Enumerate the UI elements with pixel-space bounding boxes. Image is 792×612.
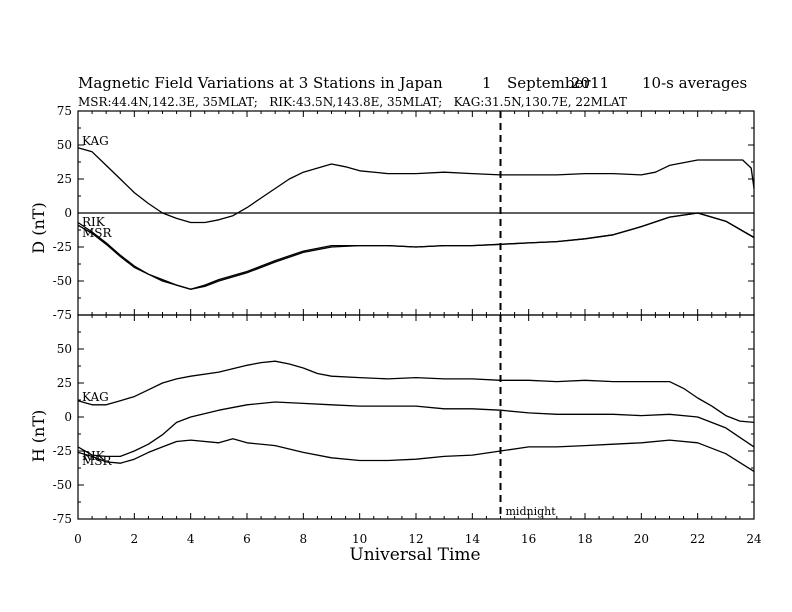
series-line-msr <box>77 212 755 290</box>
series-label-rik: RIK <box>82 215 106 229</box>
x-tick-label: 10 <box>352 532 367 546</box>
x-tick-label: 22 <box>690 532 705 546</box>
series-line-kag <box>77 360 755 424</box>
y-tick-label: 25 <box>57 172 72 186</box>
x-tick-label: 0 <box>74 532 82 546</box>
x-axis-label: Universal Time <box>349 545 480 565</box>
x-tick-label: 4 <box>187 532 195 546</box>
y-tick-label: -25 <box>53 444 72 458</box>
series-label-kag: KAG <box>82 390 109 404</box>
y-tick-label: 0 <box>64 206 72 220</box>
x-tick-label: 2 <box>131 532 139 546</box>
y-tick-label: -75 <box>53 512 72 526</box>
chart-title: Magnetic Field Variations at 3 Stations … <box>78 74 443 92</box>
x-tick-label: 14 <box>465 532 481 546</box>
y-tick-label: -50 <box>53 478 72 492</box>
y-axis-label-h: H (nT) <box>29 410 48 463</box>
series-label-msr: MSR <box>82 226 113 240</box>
chart-date-year: 2011 <box>571 74 609 92</box>
series-line-msr <box>77 438 755 472</box>
series-label-msr: MSR <box>82 454 113 468</box>
y-tick-label: -75 <box>53 308 72 322</box>
y-tick-label: 50 <box>57 342 72 356</box>
x-tick-label: 12 <box>408 532 423 546</box>
series-label-kag: KAG <box>82 134 109 148</box>
series-line-rik <box>77 212 755 290</box>
midnight-annotation: midnight <box>506 505 557 518</box>
y-axis-label-d: D (nT) <box>29 202 48 253</box>
x-tick-label: 8 <box>300 532 308 546</box>
y-tick-label: 25 <box>57 376 72 390</box>
x-tick-label: 16 <box>521 532 536 546</box>
series-line-rik <box>77 401 755 458</box>
x-tick-label: 24 <box>746 532 762 546</box>
y-tick-label: 50 <box>57 138 72 152</box>
x-tick-label: 18 <box>577 532 592 546</box>
plot-frame <box>77 314 755 520</box>
chart-date-day: 1 <box>482 74 492 92</box>
y-tick-label: 0 <box>64 410 72 424</box>
y-tick-label: -50 <box>53 274 72 288</box>
chart-subtitle: MSR:44.4N,142.3E, 35MLAT; RIK:43.5N,143.… <box>78 95 627 109</box>
y-tick-label: 75 <box>57 104 72 118</box>
chart-averaging: 10-s averages <box>642 74 747 92</box>
chart-date-month: September <box>507 74 591 92</box>
y-tick-label: -25 <box>53 240 72 254</box>
x-tick-label: 6 <box>243 532 251 546</box>
series-line-kag <box>77 147 755 224</box>
x-tick-label: 20 <box>634 532 649 546</box>
